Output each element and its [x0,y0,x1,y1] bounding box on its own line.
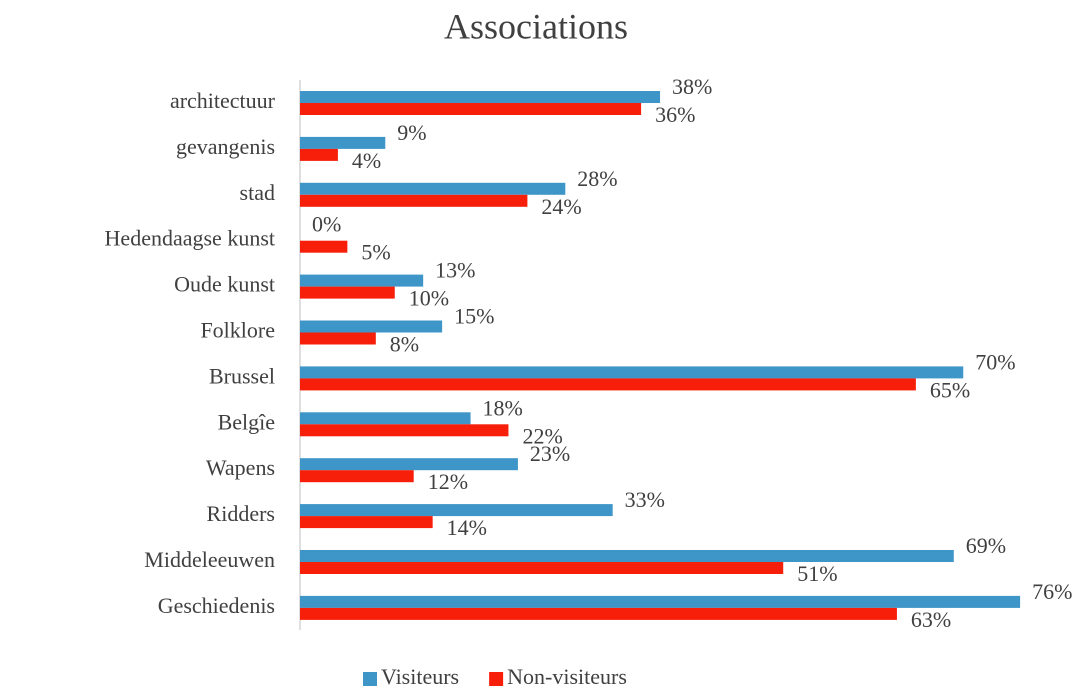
bar [300,286,395,299]
bar [300,136,386,149]
legend-label: Visiteurs [381,664,459,689]
data-label: 0% [312,212,341,237]
data-label: 23% [530,441,570,466]
category-label: Ridders [207,501,275,526]
data-label: 5% [361,240,390,265]
chart-title: Associations [444,6,628,46]
category-label: Folklore [200,318,275,343]
legend-swatch [489,672,504,686]
bar [300,103,642,115]
bar [300,320,443,333]
data-label: 70% [975,349,1015,374]
category-label: Geschiedenis [158,593,275,618]
bar [300,366,964,379]
category-label: Oude kunst [174,272,275,297]
data-label: 33% [625,487,665,512]
bar [300,332,376,345]
category-label: Wapens [206,455,275,480]
bar [300,91,661,103]
data-label: 4% [352,148,381,173]
data-label: 18% [483,395,523,420]
category-label: Middeleeuwen [144,547,275,572]
data-label: 28% [577,166,617,191]
bar [300,550,954,562]
category-label: Belgîe [218,409,275,434]
data-label: 14% [447,515,487,540]
data-label: 69% [966,533,1006,558]
bar [300,194,528,207]
data-label: 51% [797,561,837,586]
bar [300,412,471,425]
data-label: 38% [672,74,712,99]
category-label: stad [240,180,275,205]
category-label: Brussel [209,363,275,388]
bar [300,470,414,483]
bar [300,148,338,161]
data-label: 36% [655,102,695,127]
bar [300,240,348,253]
data-label: 63% [911,607,951,632]
data-label: 15% [454,304,494,329]
data-label: 13% [435,258,475,283]
bar [300,182,566,195]
legend-swatch [363,672,377,686]
data-label: 65% [930,377,970,402]
data-label: 24% [541,194,581,219]
data-label: 76% [1032,579,1072,604]
data-label: 12% [428,469,468,494]
bar [300,562,784,574]
bar [300,274,424,287]
bar [300,424,509,437]
bar [300,378,916,391]
category-label: gevangenis [176,134,275,159]
bar [300,458,518,471]
data-label: 22% [522,423,562,448]
category-label: architectuur [170,88,276,113]
legend-label: Non-visiteurs [507,664,627,689]
bar [300,607,897,620]
category-label: Hedendaagse kunst [105,226,275,251]
data-label: 8% [390,332,419,357]
data-label: 9% [397,120,426,145]
bar [300,595,1021,608]
bar [300,516,433,529]
data-label: 10% [409,286,449,311]
bar [300,504,613,517]
